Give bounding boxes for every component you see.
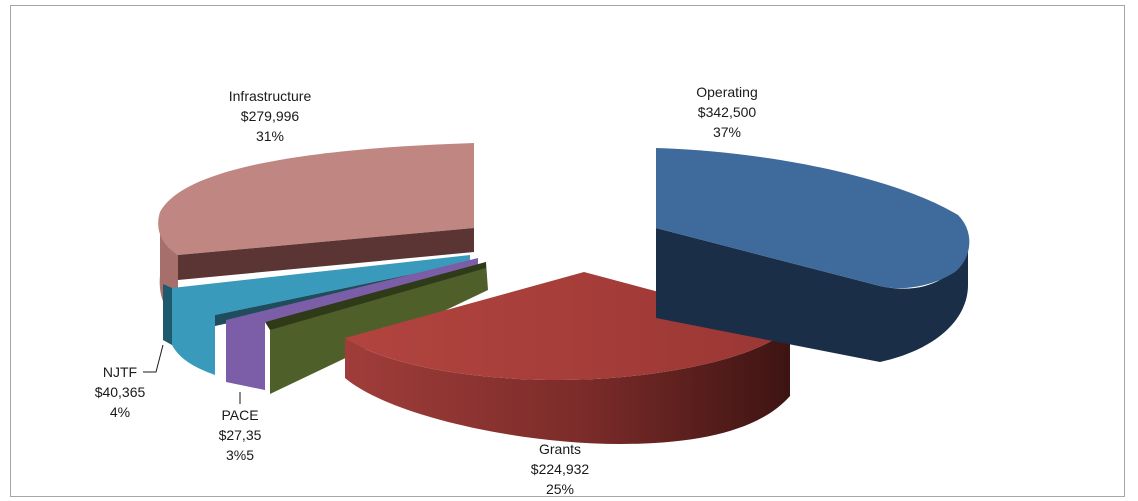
slice-grants-side: [345, 327, 790, 444]
label-operating-name: Operating: [696, 84, 757, 100]
label-infrastructure-pct: 31%: [256, 128, 284, 144]
slice-njtf-side: [163, 284, 172, 345]
slice-njtf-top: [172, 255, 470, 375]
slice-infrastructure-inner: [178, 228, 474, 280]
slice-infrastructure-top: [158, 143, 474, 255]
label-pace-value: $27,35: [219, 427, 262, 443]
label-grants-value: $224,932: [531, 461, 590, 477]
data-labels: Operating $342,500 37% Infrastructure $2…: [95, 84, 758, 497]
label-operating-pct: 37%: [713, 124, 741, 140]
slice-other-inner: [265, 262, 486, 330]
label-grants-name: Grants: [539, 441, 581, 457]
label-infrastructure-name: Infrastructure: [229, 88, 312, 104]
label-grants-pct: 25%: [546, 481, 574, 497]
label-pace-pct: 3%5: [226, 447, 254, 463]
label-njtf-name: NJTF: [103, 364, 137, 380]
slice-other: [265, 262, 488, 394]
slice-operating-side: [656, 228, 968, 362]
slice-operating-top: [656, 148, 970, 289]
leader-lines: [143, 344, 241, 404]
slice-other-top: [270, 262, 488, 394]
label-infrastructure-value: $279,996: [241, 108, 300, 124]
label-njtf-pct: 4%: [110, 404, 130, 420]
label-pace-name: PACE: [221, 407, 258, 423]
leader-line-njtf: [143, 344, 164, 373]
slice-operating: [656, 148, 970, 362]
label-njtf-value: $40,365: [95, 384, 146, 400]
label-operating-value: $342,500: [698, 104, 757, 120]
